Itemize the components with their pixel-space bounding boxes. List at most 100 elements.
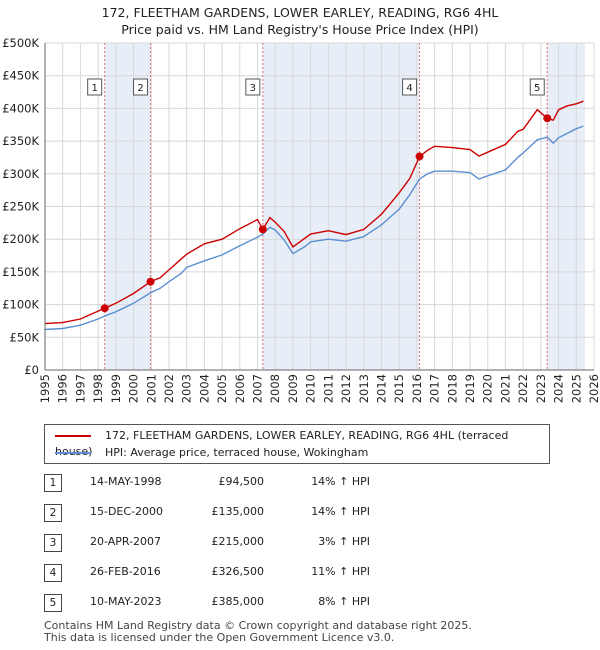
sale-row-1: 1 14-MAY-1998 £94,500 14% ↑ HPI: [44, 472, 424, 492]
sale-date: 15-DEC-2000: [90, 505, 164, 518]
x-tick-label: 2016: [410, 374, 424, 403]
legend-entry-price: 172, FLEETHAM GARDENS, LOWER EARLEY, REA…: [55, 428, 549, 458]
chart-legend: 172, FLEETHAM GARDENS, LOWER EARLEY, REA…: [44, 424, 550, 464]
sale-number: 3: [44, 534, 62, 552]
sale-point-1: [100, 304, 109, 313]
hpi-series-line: [44, 125, 584, 331]
x-tick-label: 2021: [498, 374, 512, 403]
x-tick-label: 1995: [38, 374, 52, 403]
sale-price: £215,000: [211, 535, 265, 548]
sale-date: 26-FEB-2016: [90, 565, 161, 578]
sale-hpi-diff: 11% ↑ HPI: [311, 565, 370, 578]
sale-label-frame: [402, 78, 418, 96]
sale-price: £326,500: [211, 565, 265, 578]
y-tick-label: £50K: [10, 330, 40, 344]
x-tick-label: 2013: [357, 374, 371, 403]
x-tick-label: 2011: [321, 374, 335, 403]
legend-entry-hpi: HPI: Average price, terraced house, Woki…: [55, 445, 368, 461]
x-tick-label: 2003: [180, 374, 194, 403]
sale-row-2: 2 15-DEC-2000 £135,000 14% ↑ HPI: [44, 502, 424, 522]
x-tick-label: 2010: [304, 374, 318, 403]
sale-number: 5: [44, 594, 62, 612]
sale-number: 4: [44, 564, 62, 582]
sale-label-text: 4: [406, 83, 412, 94]
x-tick-label: 2008: [268, 374, 282, 403]
x-tick-label: 2009: [286, 374, 300, 403]
x-tick-label: 2022: [516, 374, 530, 403]
chart-title: 172, FLEETHAM GARDENS, LOWER EARLEY, REA…: [0, 4, 600, 38]
x-tick-label: 2001: [144, 374, 158, 403]
sale-label-text: 1: [91, 83, 97, 94]
y-tick-label: £450K: [2, 69, 39, 83]
sale-label-frame: [133, 78, 149, 96]
y-tick-label: £350K: [2, 134, 39, 148]
sale-point-4: [415, 152, 424, 161]
sale-row-5: 5 10-MAY-2023 £385,000 8% ↑ HPI: [44, 592, 424, 612]
sale-label-box-3: 3: [245, 78, 261, 96]
x-tick-label: 2024: [552, 374, 566, 403]
footer-copyright: Contains HM Land Registry data © Crown c…: [44, 619, 472, 632]
x-tick-label: 1999: [109, 374, 123, 403]
title-line-1: 172, FLEETHAM GARDENS, LOWER EARLEY, REA…: [101, 5, 499, 20]
footer-licence: This data is licensed under the Open Gov…: [44, 631, 395, 644]
sale-hpi-diff: 3% ↑ HPI: [318, 535, 370, 548]
price-chart: 1 2 3 4 5 £0 £50K £100K £150K £200K £250K £300K £350…: [2, 36, 600, 403]
x-tick-label: 1996: [56, 374, 70, 403]
y-tick-label: £400K: [2, 101, 39, 115]
x-tick-label: 2014: [374, 374, 388, 403]
x-tick-label: 2004: [197, 374, 211, 403]
sale-point-3: [258, 225, 267, 234]
sale-price: £94,500: [218, 475, 265, 488]
x-tick-label: 2002: [162, 374, 176, 403]
sale-row-3: 3 20-APR-2007 £215,000 3% ↑ HPI: [44, 532, 424, 552]
y-tick-label: £0: [24, 363, 39, 377]
x-tick-label: 2017: [428, 374, 442, 403]
price-series-line: [44, 100, 584, 325]
x-tick-label: 2005: [215, 374, 229, 403]
sale-label-text: 2: [137, 83, 143, 94]
y-tick-label: £100K: [2, 298, 39, 312]
footer: Contains HM Land Registry data © Crown c…: [44, 620, 472, 644]
sale-hpi-diff: 8% ↑ HPI: [318, 595, 370, 608]
sale-label-box-5: 5: [529, 78, 545, 96]
legend-label-hpi: HPI: Average price, terraced house, Woki…: [105, 446, 369, 459]
sale-row-4: 4 26-FEB-2016 £326,500 11% ↑ HPI: [44, 562, 424, 582]
y-tick-label: £150K: [2, 265, 39, 279]
x-tick-label: 2012: [339, 374, 353, 403]
sale-price: £135,000: [211, 505, 265, 518]
x-tick-label: 2019: [463, 374, 477, 403]
sale-label-box-1: 1: [87, 78, 103, 96]
title-line-2: Price paid vs. HM Land Registry's House …: [121, 22, 479, 37]
legend-swatch-hpi: [55, 452, 91, 454]
x-tick-label: 2006: [233, 374, 247, 403]
sale-label-frame: [87, 78, 103, 96]
sale-point-5: [543, 114, 552, 123]
sale-date: 10-MAY-2023: [90, 595, 162, 608]
sale-number: 2: [44, 504, 62, 522]
x-tick-label: 2018: [445, 374, 459, 403]
sale-label-text: 5: [534, 83, 540, 94]
sale-price: £385,000: [211, 595, 265, 608]
sale-label-box-2: 2: [133, 78, 149, 96]
sale-hpi-diff: 14% ↑ HPI: [311, 505, 370, 518]
y-tick-label: £250K: [2, 200, 39, 214]
x-tick-label: 2020: [481, 374, 495, 403]
x-tick-label: 2025: [569, 374, 583, 403]
y-tick-label: £200K: [2, 232, 39, 246]
x-tick-label: 2023: [534, 374, 548, 403]
y-tick-label: £300K: [2, 167, 39, 181]
sale-label-box-4: 4: [402, 78, 418, 96]
sale-date: 14-MAY-1998: [90, 475, 162, 488]
x-tick-label: 1998: [91, 374, 105, 403]
sale-point-2: [146, 277, 155, 286]
x-tick-label: 1997: [73, 374, 87, 403]
x-tick-label: 2000: [127, 374, 141, 403]
sale-label-frame: [245, 78, 261, 96]
sale-number: 1: [44, 474, 62, 492]
y-tick-label: £500K: [2, 36, 39, 50]
sale-label-text: 3: [250, 83, 256, 94]
sale-hpi-diff: 14% ↑ HPI: [311, 475, 370, 488]
sale-date: 20-APR-2007: [90, 535, 162, 548]
x-tick-label: 2026: [587, 374, 600, 403]
x-tick-label: 2015: [392, 374, 406, 403]
